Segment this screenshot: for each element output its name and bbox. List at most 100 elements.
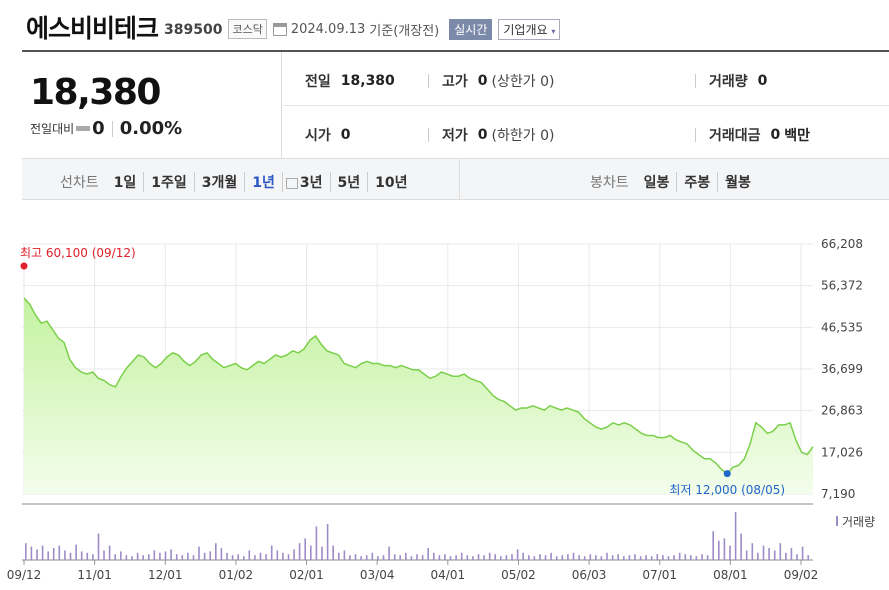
- y-tick-label: 66,208: [821, 237, 863, 251]
- company-info-dropdown[interactable]: 기업개요 ▾: [498, 18, 561, 40]
- volume-bar: [718, 540, 720, 560]
- volume-bar: [187, 552, 189, 560]
- calendar-icon: [272, 22, 287, 36]
- volume-bar: [483, 555, 485, 560]
- y-tick-label: 17,026: [821, 445, 863, 459]
- price-stats: 전일 18,380 고가 0 (상한가 0) 거래량 0 시가 0 저가 0 (…: [283, 52, 889, 158]
- period-1d[interactable]: 1일: [107, 172, 145, 192]
- volume-bar: [58, 545, 61, 560]
- volume-bar: [695, 556, 698, 560]
- candle-weekly[interactable]: 주봉: [677, 172, 719, 192]
- volume-bar: [92, 554, 94, 560]
- price-chart[interactable]: 66,208 56,372 46,535 36,699 26,863 17,026 7,19…: [0, 200, 889, 590]
- volume-bar: [25, 543, 27, 560]
- x-tick-label: 06/03: [572, 568, 607, 582]
- change-label: 전일대비: [30, 122, 75, 136]
- volume-bar: [153, 550, 156, 560]
- volume-bar: [494, 554, 496, 560]
- price-change: 전일대비 0 0.00%: [30, 118, 182, 139]
- volume-bar: [533, 556, 536, 560]
- change-percent: 0.00%: [119, 118, 183, 139]
- volume-bar: [270, 545, 273, 560]
- volume-bar: [572, 552, 575, 560]
- period-1y[interactable]: 1년: [245, 172, 283, 192]
- stat-separator: [428, 128, 429, 142]
- volume-bar: [393, 554, 396, 560]
- volume-bar: [639, 556, 642, 560]
- volume-bar: [203, 552, 206, 560]
- volume-bar: [522, 552, 524, 560]
- volume-bar: [460, 552, 463, 560]
- stat-prev: 전일 18,380: [305, 71, 395, 91]
- period-5y[interactable]: 5년: [331, 172, 369, 192]
- volume-bar: [405, 552, 407, 560]
- volume-bar: [578, 555, 580, 560]
- volume-bar: [662, 555, 664, 560]
- stat-high-label: 고가: [442, 74, 468, 90]
- volume-bar: [332, 545, 334, 560]
- volume-bar: [768, 548, 770, 560]
- volume-bar: [712, 531, 714, 560]
- stat-separator: [428, 74, 429, 88]
- volume-bar: [310, 545, 312, 560]
- volume-bar: [645, 555, 647, 560]
- volume-bar: [315, 526, 318, 560]
- volume-bar: [259, 552, 262, 560]
- volume-bar: [220, 548, 223, 560]
- volume-bar: [360, 556, 362, 560]
- volume-bar: [611, 555, 614, 560]
- volume-bar: [455, 555, 457, 560]
- volume-bar: [444, 554, 446, 560]
- period-10y[interactable]: 10년: [375, 175, 408, 191]
- volume-bar: [209, 551, 211, 560]
- y-tick-label: 7,190: [821, 487, 855, 501]
- low-label: 최저 12,000 (08/05): [669, 483, 785, 497]
- volume-bar: [757, 552, 759, 560]
- line-chart-periods: 선차트 1일 1주일 3개월 1년 3년 5년 10년: [60, 172, 415, 192]
- stock-code: 389500: [164, 22, 223, 38]
- volume-bar: [606, 552, 608, 560]
- stock-name: 에스비비테크: [26, 14, 159, 43]
- x-tick-label: 02/01: [289, 568, 324, 582]
- period-3m[interactable]: 3개월: [195, 172, 246, 192]
- volume-bar: [254, 555, 256, 560]
- volume-bar: [248, 550, 251, 560]
- volume-bar: [354, 554, 357, 560]
- volume-bar: [175, 554, 178, 560]
- volume-bar: [745, 550, 748, 560]
- stat-amount: 거래대금 0 백만: [695, 125, 811, 145]
- volume-bar: [589, 554, 592, 560]
- stat-amount-unit: 백만: [784, 128, 811, 144]
- volume-bar: [583, 556, 586, 560]
- volume-bar: [282, 552, 284, 560]
- volume-bar: [69, 552, 72, 560]
- x-tick-label: 03/04: [360, 568, 395, 582]
- volume-bar: [114, 554, 116, 560]
- volume-bar: [477, 554, 480, 560]
- volume-bar: [516, 549, 519, 560]
- stat-high: 고가 0 (상한가 0): [428, 71, 554, 91]
- volume-bar: [785, 552, 787, 560]
- stat-open-value: 0: [340, 127, 351, 143]
- volume-bar: [567, 554, 569, 560]
- realtime-button[interactable]: 실시간: [449, 18, 493, 40]
- volume-bar: [343, 550, 346, 560]
- line-chart-title: 선차트: [60, 175, 99, 191]
- volume-bar: [650, 556, 653, 560]
- stat-volume-label: 거래량: [709, 74, 748, 90]
- volume-legend-swatch: [836, 516, 838, 526]
- period-1w[interactable]: 1주일: [144, 172, 195, 192]
- stat-prev-value: 18,380: [340, 73, 395, 89]
- stat-prev-label: 전일: [305, 74, 331, 90]
- x-tick-label: 09/02: [784, 568, 819, 582]
- volume-bar: [365, 555, 368, 560]
- candle-daily[interactable]: 일봉: [637, 172, 678, 192]
- volume-bar: [243, 556, 245, 560]
- y-tick-label: 26,863: [821, 404, 863, 418]
- x-tick-label: 01/02: [219, 568, 254, 582]
- candle-monthly[interactable]: 월봉: [725, 175, 751, 191]
- x-tick-label: 08/01: [713, 568, 748, 582]
- volume-bar: [511, 554, 513, 560]
- period-3y[interactable]: 3년: [283, 172, 331, 192]
- calendar-icon[interactable]: [285, 177, 298, 189]
